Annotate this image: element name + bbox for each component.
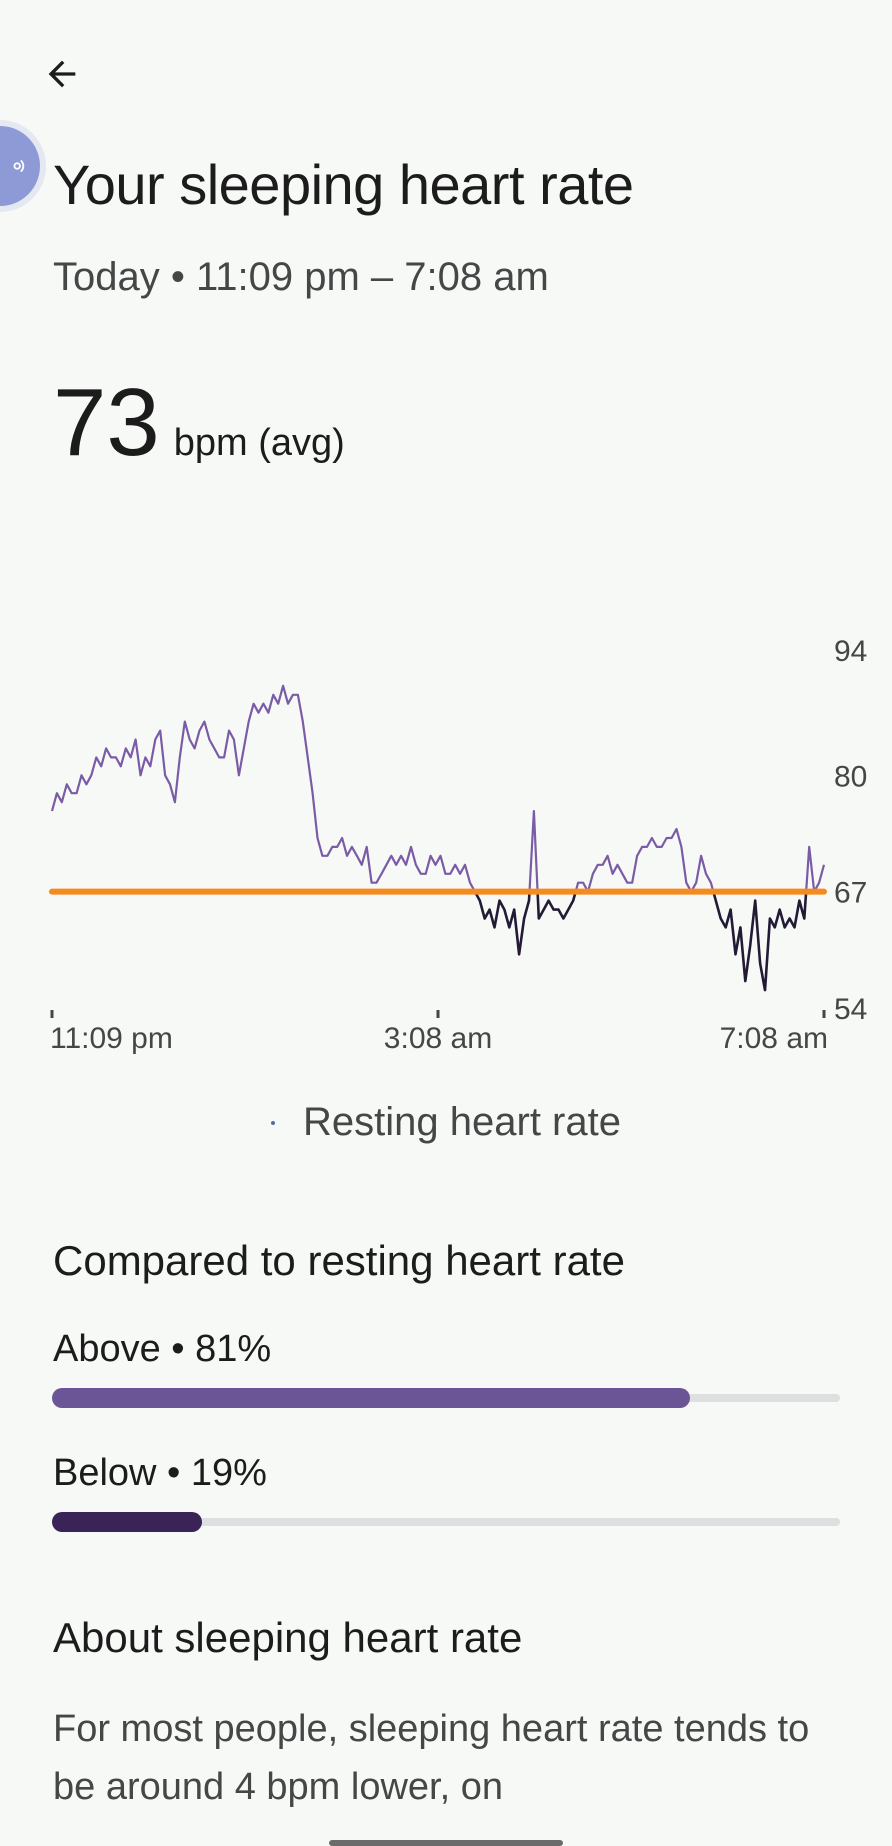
assistant-icon (13, 159, 25, 173)
heart-rate-line-above (50, 684, 826, 892)
below-bar-fill (52, 1512, 202, 1532)
above-bar-track (52, 1388, 840, 1408)
x-tick-label: 3:08 am (384, 1022, 492, 1055)
avg-unit: bpm (avg) (173, 422, 345, 464)
heart-rate-line-below (473, 891, 816, 992)
y-tick-label: 80 (834, 760, 867, 793)
page-title: Your sleeping heart rate (53, 153, 634, 216)
x-tick-label: 11:09 pm (50, 1022, 173, 1055)
y-tick-label: 94 (834, 635, 867, 668)
comparison-title: Compared to resting heart rate (53, 1237, 625, 1284)
avg-value: 73 (53, 369, 160, 476)
x-tick-label: 7:08 am (720, 1022, 828, 1055)
time-range: Today • 11:09 pm – 7:08 am (53, 255, 549, 299)
above-label: Above • 81% (53, 1328, 272, 1370)
average-heart-rate: 73 bpm (avg) (53, 375, 345, 471)
y-tick-label: 67 (834, 877, 867, 910)
legend-dot (271, 1120, 276, 1125)
home-indicator[interactable] (329, 1840, 563, 1846)
below-label: Below • 19% (53, 1452, 267, 1494)
arrow-left-icon (48, 60, 76, 88)
y-tick-label: 54 (834, 993, 867, 1026)
floating-assistant-bubble[interactable] (0, 126, 40, 206)
above-bar-fill (52, 1388, 691, 1408)
chart-legend: Resting heart rate (0, 1100, 892, 1145)
legend-label: Resting heart rate (303, 1100, 621, 1144)
about-title: About sleeping heart rate (53, 1614, 523, 1661)
heart-rate-chart[interactable]: 11:09 pm 3:08 am 7:08 am 94 80 67 54 (0, 620, 892, 1060)
about-text: For most people, sleeping heart rate ten… (53, 1708, 810, 1808)
back-button[interactable] (30, 42, 94, 106)
below-bar-track (52, 1512, 840, 1532)
